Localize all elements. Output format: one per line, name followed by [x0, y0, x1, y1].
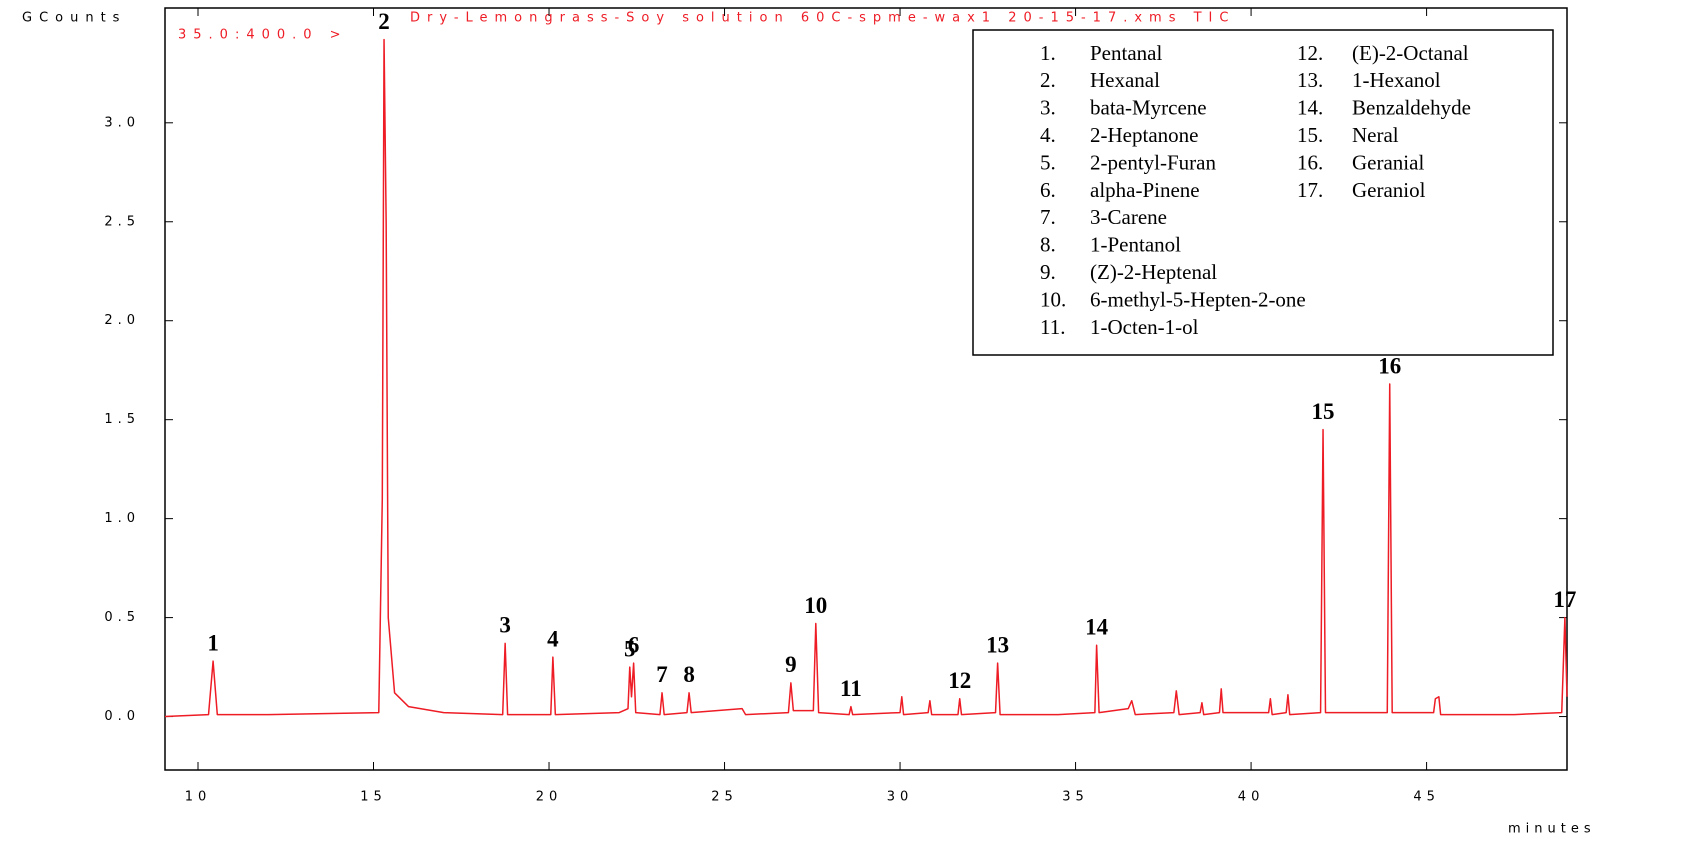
legend-number: 16. [1297, 150, 1323, 174]
legend-number: 3. [1040, 96, 1056, 120]
plot-frame [164, 7, 1568, 771]
peak-label: 5 [624, 636, 636, 661]
y-axis-title: GCounts [22, 11, 126, 26]
x-tick-label: 35 [1062, 790, 1089, 805]
y-tick-label: 0.5 [104, 610, 140, 625]
legend-number: 7. [1040, 205, 1056, 229]
y-tick-label: 2.0 [104, 313, 140, 328]
peak-label: 1 [207, 630, 219, 655]
y-tick-label: 1.5 [104, 412, 140, 427]
legend-number: 8. [1040, 233, 1056, 257]
legend-number: 17. [1297, 178, 1323, 202]
legend-label: (E)-2-Octanal [1352, 41, 1469, 65]
peak-label: 6 [628, 632, 640, 657]
peak-label: 7 [656, 662, 668, 687]
legend-number: 9. [1040, 260, 1056, 284]
legend-label: Geranial [1352, 150, 1424, 174]
peak-label: 17 [1553, 587, 1576, 612]
legend-label: Neral [1352, 123, 1399, 147]
legend-number: 12. [1297, 41, 1323, 65]
x-tick-label: 40 [1238, 790, 1265, 805]
x-tick-label: 45 [1413, 790, 1440, 805]
x-axis-title: minutes [1508, 822, 1596, 837]
peak-label: 3 [499, 613, 511, 638]
legend-label: 2-Heptanone [1090, 123, 1198, 147]
peak-label: 15 [1312, 399, 1335, 424]
peak-label: 11 [840, 676, 862, 701]
y-tick-label: 1.0 [104, 511, 140, 526]
legend-label: Hexanal [1090, 68, 1160, 92]
y-tick-label: 3.0 [104, 115, 140, 130]
x-tick-label: 10 [185, 790, 212, 805]
y-tick-label: 0.0 [104, 709, 140, 724]
legend-label: Benzaldehyde [1352, 96, 1471, 120]
legend-label: Pentanal [1090, 41, 1162, 65]
legend-number: 5. [1040, 150, 1056, 174]
legend-number: 4. [1040, 123, 1056, 147]
chart-title: Dry-Lemongrass-Soy solution 60C-spme-wax… [410, 11, 1235, 26]
legend-label: 1-Hexanol [1352, 68, 1441, 92]
legend-label: alpha-Pinene [1090, 178, 1200, 202]
peak-label: 12 [948, 668, 971, 693]
y-tick-label: 2.5 [104, 214, 140, 229]
x-tick-label: 25 [711, 790, 738, 805]
peak-label: 10 [804, 593, 827, 618]
legend-label: 2-pentyl-Furan [1090, 150, 1216, 174]
peak-label: 9 [785, 652, 797, 677]
legend-label: bata-Myrcene [1090, 96, 1207, 120]
legend-number: 10. [1040, 287, 1066, 311]
x-tick-label: 15 [360, 790, 387, 805]
legend-label: 1-Octen-1-ol [1090, 315, 1199, 339]
peak-label: 16 [1378, 353, 1401, 378]
peak-label: 8 [683, 662, 695, 687]
peak-label: 4 [547, 626, 559, 651]
legend-label: Geraniol [1352, 178, 1426, 202]
legend-number: 15. [1297, 123, 1323, 147]
peak-label: 13 [986, 632, 1009, 657]
legend-label: (Z)-2-Heptenal [1090, 260, 1217, 284]
legend-box [972, 29, 1554, 356]
x-tick-label: 30 [887, 790, 914, 805]
legend-label: 3-Carene [1090, 205, 1167, 229]
trace [164, 38, 1568, 718]
legend-number: 6. [1040, 178, 1056, 202]
legend-number: 1. [1040, 41, 1056, 65]
legend-number: 2. [1040, 68, 1056, 92]
legend-label: 6-methyl-5-Hepten-2-one [1090, 287, 1306, 311]
x-tick-label: 20 [536, 790, 563, 805]
legend-label: 1-Pentanol [1090, 233, 1181, 257]
legend-number: 14. [1297, 96, 1323, 120]
legend-number: 11. [1040, 315, 1065, 339]
peak-label: 14 [1085, 615, 1109, 640]
chart-subtitle: 35.0:400.0 > [178, 28, 348, 43]
legend-number: 13. [1297, 68, 1323, 92]
peak-label: 2 [378, 9, 390, 34]
